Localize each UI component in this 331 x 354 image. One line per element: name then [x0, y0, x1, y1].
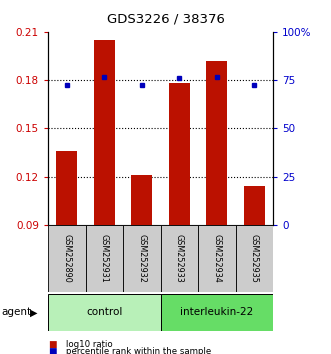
Text: ■: ■ — [48, 347, 57, 354]
Bar — [198, 225, 236, 292]
Bar — [56, 151, 77, 225]
Bar — [94, 40, 115, 225]
Text: control: control — [86, 307, 122, 318]
Text: GSM252933: GSM252933 — [175, 234, 184, 283]
Bar — [48, 225, 85, 292]
Bar — [161, 225, 198, 292]
Text: interleukin-22: interleukin-22 — [180, 307, 254, 318]
Bar — [131, 175, 152, 225]
Bar — [48, 294, 161, 331]
Bar — [236, 225, 273, 292]
Text: GSM252934: GSM252934 — [212, 234, 221, 283]
Bar — [123, 225, 161, 292]
Text: log10 ratio: log10 ratio — [66, 339, 113, 349]
Text: GSM252935: GSM252935 — [250, 234, 259, 283]
Text: GSM252932: GSM252932 — [137, 234, 146, 283]
Text: ■: ■ — [48, 339, 57, 349]
Bar — [207, 61, 227, 225]
Bar — [161, 294, 273, 331]
Bar — [85, 225, 123, 292]
Text: GDS3226 / 38376: GDS3226 / 38376 — [107, 12, 224, 25]
Text: agent: agent — [2, 307, 32, 318]
Text: GSM252931: GSM252931 — [100, 234, 109, 283]
Bar — [244, 186, 265, 225]
Text: ▶: ▶ — [30, 307, 38, 318]
Text: GSM252890: GSM252890 — [62, 234, 71, 283]
Text: percentile rank within the sample: percentile rank within the sample — [66, 347, 212, 354]
Bar — [169, 83, 190, 225]
